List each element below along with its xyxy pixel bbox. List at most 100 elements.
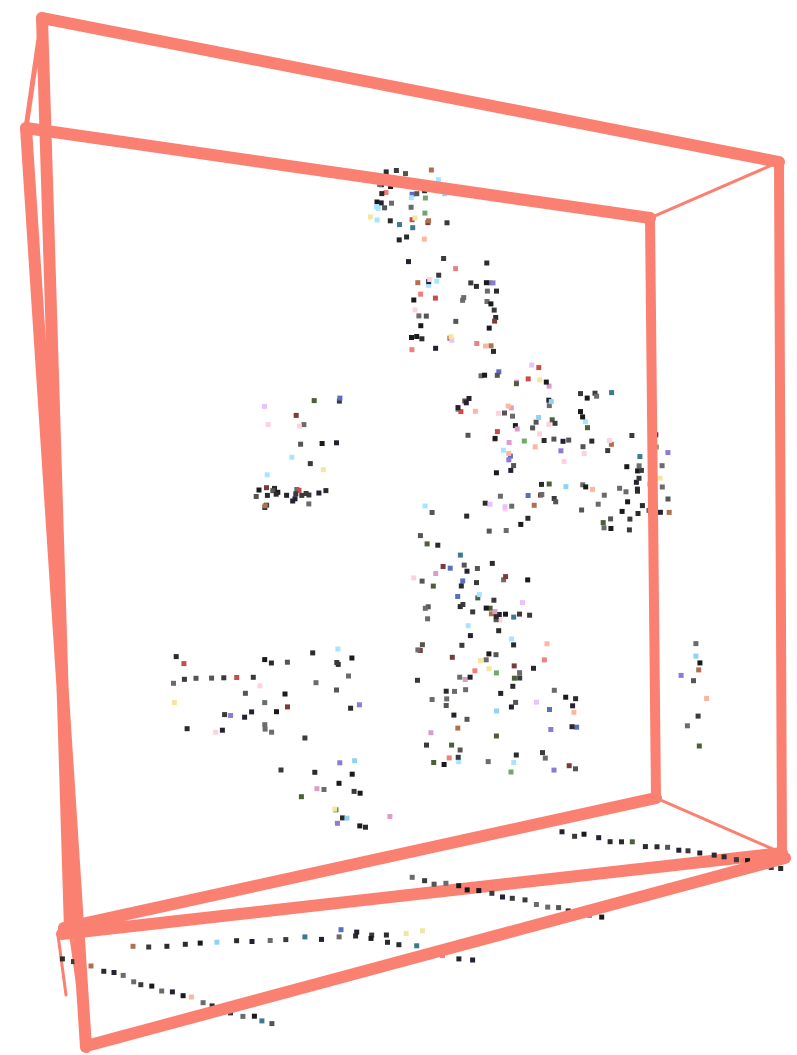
- point: [666, 509, 672, 515]
- point: [488, 611, 494, 617]
- point: [396, 942, 402, 948]
- point: [532, 444, 538, 450]
- point: [312, 769, 318, 775]
- point: [571, 709, 577, 715]
- point: [472, 408, 478, 414]
- point: [456, 883, 462, 889]
- point: [638, 467, 644, 473]
- point: [302, 735, 308, 741]
- point: [418, 291, 424, 297]
- point: [425, 604, 431, 610]
- point: [472, 668, 478, 674]
- point: [470, 957, 476, 963]
- point: [502, 410, 507, 416]
- point: [559, 829, 565, 835]
- point: [274, 709, 279, 715]
- point: [301, 422, 307, 428]
- point: [665, 496, 671, 502]
- point: [456, 956, 462, 962]
- point: [389, 200, 394, 206]
- point: [234, 938, 240, 944]
- point: [422, 210, 428, 216]
- point: [548, 399, 554, 405]
- point: [421, 236, 427, 242]
- point: [474, 566, 480, 571]
- point: [422, 195, 428, 201]
- point: [551, 767, 557, 773]
- point: [491, 307, 497, 313]
- point: [433, 345, 439, 351]
- point: [608, 441, 614, 447]
- point: [478, 658, 483, 664]
- point: [574, 724, 580, 730]
- point: [354, 929, 360, 935]
- point: [265, 422, 271, 427]
- point: [595, 501, 601, 507]
- point: [527, 612, 533, 618]
- point: [458, 409, 464, 415]
- point: [336, 398, 342, 404]
- point: [584, 395, 590, 401]
- point: [558, 448, 564, 454]
- point: [486, 666, 492, 672]
- point: [745, 858, 750, 864]
- point: [496, 612, 502, 617]
- point: [432, 295, 438, 301]
- point: [525, 515, 531, 521]
- point: [374, 199, 380, 205]
- point: [262, 722, 268, 728]
- point: [334, 660, 340, 665]
- point: [510, 683, 516, 689]
- point: [483, 280, 489, 286]
- point: [422, 878, 428, 884]
- point: [634, 486, 640, 492]
- point: [582, 419, 588, 425]
- point: [521, 438, 527, 444]
- point: [549, 417, 555, 423]
- point: [173, 654, 179, 660]
- point: [704, 696, 710, 701]
- point: [429, 510, 435, 515]
- point: [307, 461, 313, 467]
- point: [457, 552, 463, 558]
- point: [409, 191, 415, 197]
- point: [465, 623, 471, 629]
- point: [691, 678, 696, 684]
- point: [429, 697, 435, 702]
- point: [374, 217, 380, 223]
- point: [387, 814, 393, 819]
- point: [314, 786, 320, 792]
- point: [474, 580, 479, 586]
- point: [262, 726, 268, 732]
- point: [336, 780, 342, 786]
- point: [533, 902, 539, 907]
- point: [406, 259, 411, 265]
- point: [209, 675, 215, 681]
- point: [619, 508, 625, 514]
- point: [467, 633, 473, 639]
- point: [457, 604, 463, 610]
- point: [444, 220, 450, 226]
- box-back-right-edge: [774, 157, 787, 858]
- point: [396, 237, 402, 243]
- point: [493, 470, 499, 476]
- point: [414, 943, 420, 949]
- point: [517, 675, 523, 681]
- point: [596, 835, 602, 841]
- point: [214, 939, 220, 945]
- point: [511, 675, 517, 681]
- point: [169, 989, 175, 995]
- point: [635, 511, 641, 516]
- point: [298, 794, 304, 800]
- point: [721, 854, 727, 860]
- point: [320, 467, 326, 473]
- point: [484, 299, 490, 304]
- point: [461, 562, 467, 568]
- box-bottom-front-edge: [84, 852, 791, 1051]
- point: [492, 609, 498, 615]
- point: [506, 451, 512, 456]
- point: [311, 398, 317, 404]
- point: [284, 659, 290, 665]
- point: [657, 475, 663, 481]
- point: [517, 670, 523, 676]
